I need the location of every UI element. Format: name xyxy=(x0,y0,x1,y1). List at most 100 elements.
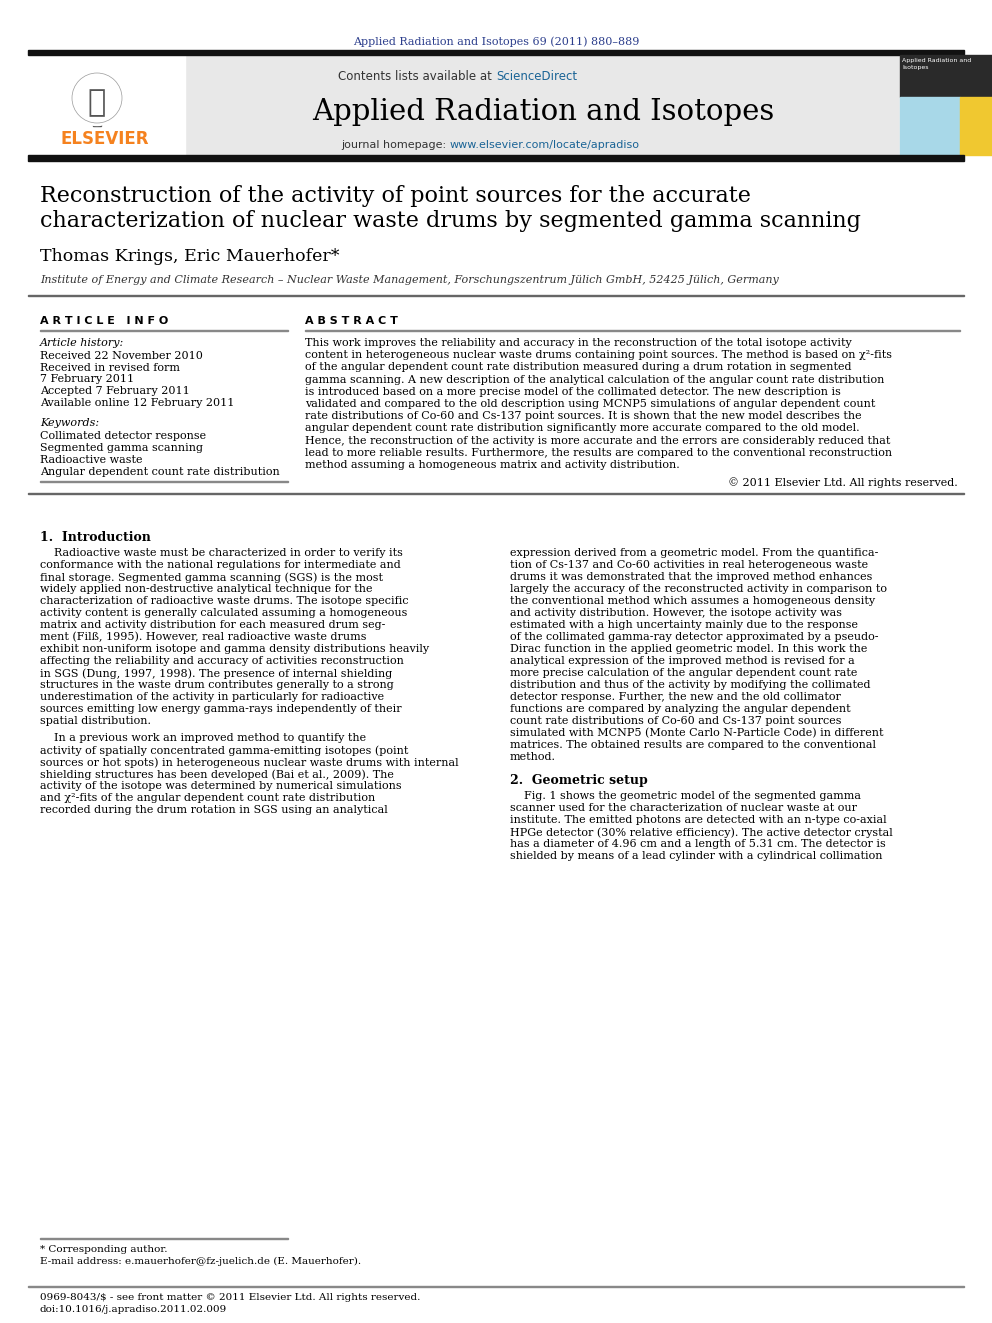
Bar xyxy=(28,155,964,161)
Text: 0969-8043/$ - see front matter © 2011 Elsevier Ltd. All rights reserved.: 0969-8043/$ - see front matter © 2011 El… xyxy=(40,1293,421,1302)
Text: exhibit non-uniform isotope and gamma density distributions heavily: exhibit non-uniform isotope and gamma de… xyxy=(40,644,430,654)
Text: content in heterogeneous nuclear waste drums containing point sources. The metho: content in heterogeneous nuclear waste d… xyxy=(305,351,892,360)
Text: analytical expression of the improved method is revised for a: analytical expression of the improved me… xyxy=(510,656,855,667)
Bar xyxy=(185,56,900,155)
Text: * Corresponding author.: * Corresponding author. xyxy=(40,1245,168,1254)
Text: A R T I C L E   I N F O: A R T I C L E I N F O xyxy=(40,316,169,325)
Bar xyxy=(900,97,960,155)
Text: expression derived from a geometric model. From the quantifica-: expression derived from a geometric mode… xyxy=(510,548,878,558)
Text: angular dependent count rate distribution significantly more accurate compared t: angular dependent count rate distributio… xyxy=(305,423,860,434)
Text: © 2011 Elsevier Ltd. All rights reserved.: © 2011 Elsevier Ltd. All rights reserved… xyxy=(728,478,958,488)
Text: estimated with a high uncertainty mainly due to the response: estimated with a high uncertainty mainly… xyxy=(510,620,858,630)
Text: Contents lists available at: Contents lists available at xyxy=(338,70,496,83)
Text: Collimated detector response: Collimated detector response xyxy=(40,431,206,441)
Text: ment (Filß, 1995). However, real radioactive waste drums: ment (Filß, 1995). However, real radioac… xyxy=(40,632,366,643)
Text: Hence, the reconstruction of the activity is more accurate and the errors are co: Hence, the reconstruction of the activit… xyxy=(305,435,891,446)
Text: Available online 12 February 2011: Available online 12 February 2011 xyxy=(40,398,234,407)
Text: Applied Radiation and: Applied Radiation and xyxy=(902,58,971,64)
Bar xyxy=(28,50,964,56)
Text: Segmented gamma scanning: Segmented gamma scanning xyxy=(40,443,203,452)
Text: 2.  Geometric setup: 2. Geometric setup xyxy=(510,774,648,787)
Text: Thomas Krings, Eric Mauerhofer*: Thomas Krings, Eric Mauerhofer* xyxy=(40,247,339,265)
Text: shielded by means of a lead cylinder with a cylindrical collimation: shielded by means of a lead cylinder wit… xyxy=(510,851,883,861)
Text: Isotopes: Isotopes xyxy=(902,65,929,70)
Text: Fig. 1 shows the geometric model of the segmented gamma: Fig. 1 shows the geometric model of the … xyxy=(510,791,861,802)
Text: detector response. Further, the new and the old collimator: detector response. Further, the new and … xyxy=(510,692,841,703)
Text: sources emitting low energy gamma-rays independently of their: sources emitting low energy gamma-rays i… xyxy=(40,704,402,714)
Text: Radioactive waste must be characterized in order to verify its: Radioactive waste must be characterized … xyxy=(40,548,403,558)
Text: structures in the waste drum contributes generally to a strong: structures in the waste drum contributes… xyxy=(40,680,394,691)
Ellipse shape xyxy=(69,70,125,126)
Bar xyxy=(93,108,101,126)
Text: largely the accuracy of the reconstructed activity in comparison to: largely the accuracy of the reconstructe… xyxy=(510,585,887,594)
Text: Article history:: Article history: xyxy=(40,337,124,348)
Text: Accepted 7 February 2011: Accepted 7 February 2011 xyxy=(40,386,189,396)
Text: underestimation of the activity in particularly for radioactive: underestimation of the activity in parti… xyxy=(40,692,384,703)
Text: doi:10.1016/j.apradiso.2011.02.009: doi:10.1016/j.apradiso.2011.02.009 xyxy=(40,1304,227,1314)
Text: method.: method. xyxy=(510,753,556,762)
Text: Received in revised form: Received in revised form xyxy=(40,363,180,373)
Text: characterization of nuclear waste drums by segmented gamma scanning: characterization of nuclear waste drums … xyxy=(40,210,861,232)
Text: journal homepage:: journal homepage: xyxy=(341,140,450,149)
Text: is introduced based on a more precise model of the collimated detector. The new : is introduced based on a more precise mo… xyxy=(305,386,841,397)
Text: drums it was demonstrated that the improved method enhances: drums it was demonstrated that the impro… xyxy=(510,573,872,582)
Text: distribution and thus of the activity by modifying the collimated: distribution and thus of the activity by… xyxy=(510,680,871,691)
Text: recorded during the drum rotation in SGS using an analytical: recorded during the drum rotation in SGS… xyxy=(40,806,388,815)
Text: ScienceDirect: ScienceDirect xyxy=(496,70,577,83)
Text: count rate distributions of Co-60 and Cs-137 point sources: count rate distributions of Co-60 and Cs… xyxy=(510,716,841,726)
Text: matrices. The obtained results are compared to the conventional: matrices. The obtained results are compa… xyxy=(510,740,876,750)
Text: in SGS (Dung, 1997, 1998). The presence of internal shielding: in SGS (Dung, 1997, 1998). The presence … xyxy=(40,668,392,679)
Text: Institute of Energy and Climate Research – Nuclear Waste Management, Forschungsz: Institute of Energy and Climate Research… xyxy=(40,275,779,284)
Text: Received 22 November 2010: Received 22 November 2010 xyxy=(40,351,203,361)
Text: sources or hot spots) in heterogeneous nuclear waste drums with internal: sources or hot spots) in heterogeneous n… xyxy=(40,757,458,767)
Text: spatial distribution.: spatial distribution. xyxy=(40,716,151,726)
Text: ELSEVIER: ELSEVIER xyxy=(60,130,149,148)
Text: of the angular dependent count rate distribution measured during a drum rotation: of the angular dependent count rate dist… xyxy=(305,363,851,372)
Text: Keywords:: Keywords: xyxy=(40,418,99,429)
Text: This work improves the reliability and accuracy in the reconstruction of the tot: This work improves the reliability and a… xyxy=(305,337,852,348)
Text: tion of Cs-137 and Co-60 activities in real heterogeneous waste: tion of Cs-137 and Co-60 activities in r… xyxy=(510,560,868,570)
Text: and activity distribution. However, the isotope activity was: and activity distribution. However, the … xyxy=(510,609,842,618)
Text: activity of the isotope was determined by numerical simulations: activity of the isotope was determined b… xyxy=(40,781,402,791)
Text: Applied Radiation and Isotopes 69 (2011) 880–889: Applied Radiation and Isotopes 69 (2011)… xyxy=(353,36,639,46)
Text: 7 February 2011: 7 February 2011 xyxy=(40,374,134,384)
Text: Reconstruction of the activity of point sources for the accurate: Reconstruction of the activity of point … xyxy=(40,185,751,206)
Text: affecting the reliability and accuracy of activities reconstruction: affecting the reliability and accuracy o… xyxy=(40,656,404,667)
Text: institute. The emitted photons are detected with an n-type co-axial: institute. The emitted photons are detec… xyxy=(510,815,887,826)
Text: Applied Radiation and Isotopes: Applied Radiation and Isotopes xyxy=(311,98,774,126)
Text: widely applied non-destructive analytical technique for the: widely applied non-destructive analytica… xyxy=(40,585,373,594)
Text: 🌲: 🌲 xyxy=(88,89,106,116)
Bar xyxy=(900,56,992,97)
Text: functions are compared by analyzing the angular dependent: functions are compared by analyzing the … xyxy=(510,704,850,714)
Text: E-mail address: e.mauerhofer@fz-juelich.de (E. Mauerhofer).: E-mail address: e.mauerhofer@fz-juelich.… xyxy=(40,1257,361,1266)
Text: more precise calculation of the angular dependent count rate: more precise calculation of the angular … xyxy=(510,668,857,679)
Text: final storage. Segmented gamma scanning (SGS) is the most: final storage. Segmented gamma scanning … xyxy=(40,573,383,582)
Text: and χ²-fits of the angular dependent count rate distribution: and χ²-fits of the angular dependent cou… xyxy=(40,794,375,803)
Text: shielding structures has been developed (Bai et al., 2009). The: shielding structures has been developed … xyxy=(40,769,394,779)
Text: Radioactive waste: Radioactive waste xyxy=(40,455,143,464)
Text: Angular dependent count rate distribution: Angular dependent count rate distributio… xyxy=(40,467,280,478)
Text: matrix and activity distribution for each measured drum seg-: matrix and activity distribution for eac… xyxy=(40,620,385,630)
Text: rate distributions of Co-60 and Cs-137 point sources. It is shown that the new m: rate distributions of Co-60 and Cs-137 p… xyxy=(305,411,862,421)
Text: HPGe detector (30% relative efficiency). The active detector crystal: HPGe detector (30% relative efficiency).… xyxy=(510,827,893,837)
Text: activity of spatially concentrated gamma-emitting isotopes (point: activity of spatially concentrated gamma… xyxy=(40,745,409,755)
Text: A B S T R A C T: A B S T R A C T xyxy=(305,316,398,325)
Text: characterization of radioactive waste drums. The isotope specific: characterization of radioactive waste dr… xyxy=(40,597,409,606)
Text: activity content is generally calculated assuming a homogeneous: activity content is generally calculated… xyxy=(40,609,408,618)
Bar xyxy=(960,97,992,155)
Text: gamma scanning. A new description of the analytical calculation of the angular c: gamma scanning. A new description of the… xyxy=(305,374,885,385)
Text: scanner used for the characterization of nuclear waste at our: scanner used for the characterization of… xyxy=(510,803,857,814)
Text: lead to more reliable results. Furthermore, the results are compared to the conv: lead to more reliable results. Furthermo… xyxy=(305,447,892,458)
Text: method assuming a homogeneous matrix and activity distribution.: method assuming a homogeneous matrix and… xyxy=(305,460,680,470)
Text: simulated with MCNP5 (Monte Carlo N-Particle Code) in different: simulated with MCNP5 (Monte Carlo N-Part… xyxy=(510,728,884,738)
Text: Dirac function in the applied geometric model. In this work the: Dirac function in the applied geometric … xyxy=(510,644,867,654)
Text: 1.  Introduction: 1. Introduction xyxy=(40,532,151,544)
Text: of the collimated gamma-ray detector approximated by a pseudo-: of the collimated gamma-ray detector app… xyxy=(510,632,879,642)
Text: www.elsevier.com/locate/apradiso: www.elsevier.com/locate/apradiso xyxy=(450,140,640,149)
Text: the conventional method which assumes a homogeneous density: the conventional method which assumes a … xyxy=(510,597,875,606)
Text: validated and compared to the old description using MCNP5 simulations of angular: validated and compared to the old descri… xyxy=(305,400,875,409)
Bar xyxy=(900,56,992,155)
Text: In a previous work an improved method to quantify the: In a previous work an improved method to… xyxy=(40,733,366,744)
Text: conformance with the national regulations for intermediate and: conformance with the national regulation… xyxy=(40,560,401,570)
Bar xyxy=(28,56,185,155)
